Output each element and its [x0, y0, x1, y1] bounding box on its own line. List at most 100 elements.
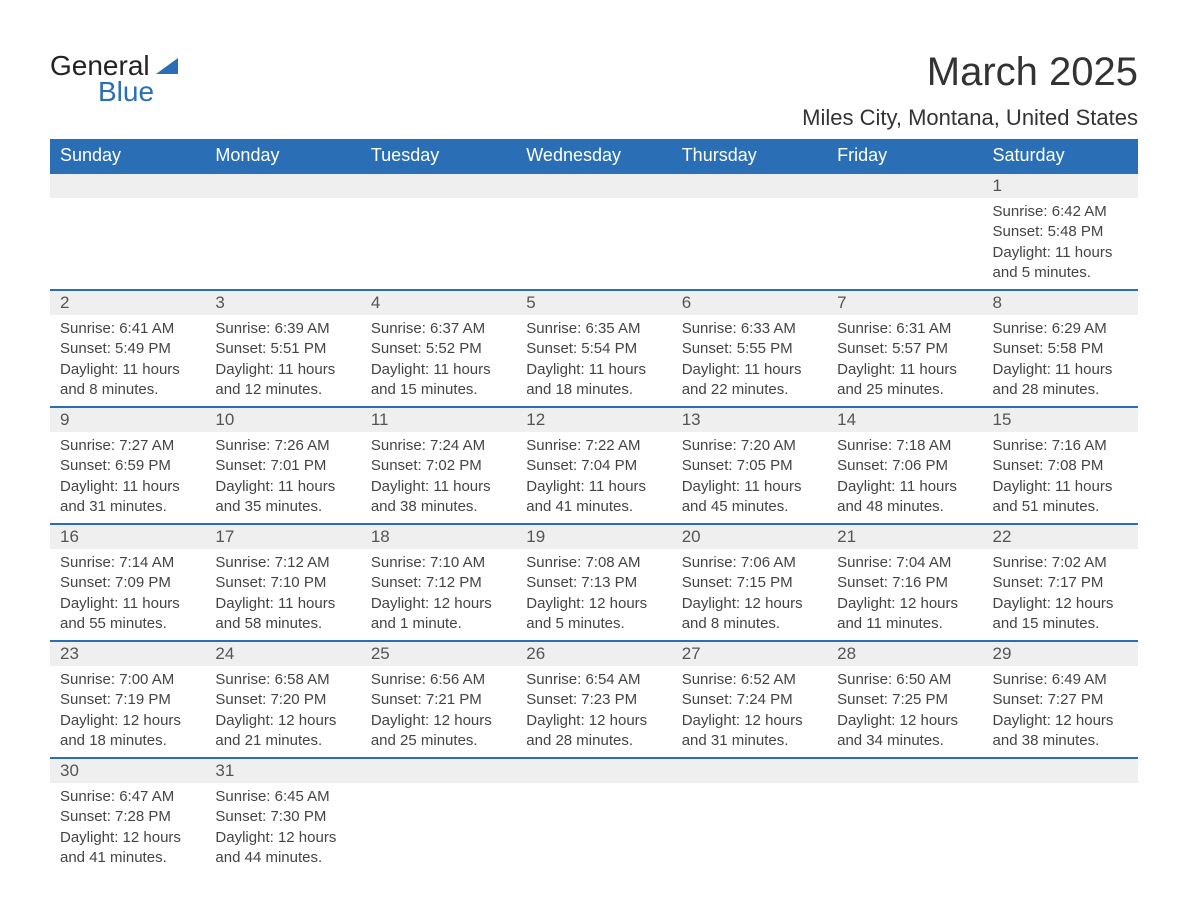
logo: General Blue — [50, 50, 178, 108]
day-number-cell — [50, 173, 205, 198]
day-body-cell: Sunrise: 6:39 AMSunset: 5:51 PMDaylight:… — [205, 315, 360, 407]
daylight-text-2: and 1 minute. — [371, 614, 506, 634]
sunset-text: Sunset: 5:51 PM — [215, 339, 350, 359]
daylight-text-2: and 5 minutes. — [993, 263, 1128, 283]
daylight-text: Daylight: 11 hours — [526, 360, 661, 380]
daylight-text: Daylight: 11 hours — [837, 360, 972, 380]
sunset-text: Sunset: 7:25 PM — [837, 690, 972, 710]
daylight-text: Daylight: 11 hours — [60, 594, 195, 614]
daylight-text-2: and 35 minutes. — [215, 497, 350, 517]
sunrise-text: Sunrise: 6:29 AM — [993, 319, 1128, 339]
daylight-text: Daylight: 11 hours — [993, 360, 1128, 380]
daylight-text: Daylight: 11 hours — [993, 477, 1128, 497]
day-number-cell: 7 — [827, 290, 982, 315]
day-number-cell: 21 — [827, 524, 982, 549]
day-number-cell — [361, 173, 516, 198]
daylight-text-2: and 8 minutes. — [682, 614, 817, 634]
daylight-text: Daylight: 12 hours — [682, 711, 817, 731]
day-number-cell: 10 — [205, 407, 360, 432]
sunset-text: Sunset: 7:02 PM — [371, 456, 506, 476]
sunset-text: Sunset: 7:21 PM — [371, 690, 506, 710]
day-header: Saturday — [983, 139, 1138, 173]
daylight-text-2: and 22 minutes. — [682, 380, 817, 400]
week-body-row: Sunrise: 6:41 AMSunset: 5:49 PMDaylight:… — [50, 315, 1138, 407]
sunrise-text: Sunrise: 6:31 AM — [837, 319, 972, 339]
day-number-cell: 11 — [361, 407, 516, 432]
sunrise-text: Sunrise: 7:12 AM — [215, 553, 350, 573]
daylight-text: Daylight: 11 hours — [215, 477, 350, 497]
logo-text-blue: Blue — [98, 76, 178, 108]
week-body-row: Sunrise: 7:00 AMSunset: 7:19 PMDaylight:… — [50, 666, 1138, 758]
daylight-text-2: and 15 minutes. — [993, 614, 1128, 634]
daylight-text-2: and 11 minutes. — [837, 614, 972, 634]
sunrise-text: Sunrise: 6:39 AM — [215, 319, 350, 339]
day-number-cell — [516, 173, 671, 198]
sunset-text: Sunset: 7:15 PM — [682, 573, 817, 593]
day-number-cell — [516, 758, 671, 783]
day-number-cell: 15 — [983, 407, 1138, 432]
daylight-text: Daylight: 11 hours — [371, 477, 506, 497]
daylight-text: Daylight: 11 hours — [215, 594, 350, 614]
location-subtitle: Miles City, Montana, United States — [802, 105, 1138, 131]
day-number-cell: 28 — [827, 641, 982, 666]
daylight-text: Daylight: 12 hours — [60, 828, 195, 848]
day-body-cell: Sunrise: 6:42 AMSunset: 5:48 PMDaylight:… — [983, 198, 1138, 290]
day-number-cell: 31 — [205, 758, 360, 783]
sunrise-text: Sunrise: 7:20 AM — [682, 436, 817, 456]
day-header: Friday — [827, 139, 982, 173]
sunrise-text: Sunrise: 7:06 AM — [682, 553, 817, 573]
daylight-text-2: and 38 minutes. — [371, 497, 506, 517]
title-block: March 2025 Miles City, Montana, United S… — [802, 50, 1138, 131]
day-number-cell: 24 — [205, 641, 360, 666]
sunset-text: Sunset: 7:10 PM — [215, 573, 350, 593]
sunset-text: Sunset: 7:27 PM — [993, 690, 1128, 710]
daylight-text: Daylight: 11 hours — [60, 477, 195, 497]
day-number-cell: 1 — [983, 173, 1138, 198]
week-body-row: Sunrise: 7:14 AMSunset: 7:09 PMDaylight:… — [50, 549, 1138, 641]
sunset-text: Sunset: 7:17 PM — [993, 573, 1128, 593]
daylight-text: Daylight: 12 hours — [371, 594, 506, 614]
daylight-text-2: and 21 minutes. — [215, 731, 350, 751]
week-number-row: 16171819202122 — [50, 524, 1138, 549]
sunset-text: Sunset: 5:58 PM — [993, 339, 1128, 359]
sunrise-text: Sunrise: 6:50 AM — [837, 670, 972, 690]
day-number-cell: 29 — [983, 641, 1138, 666]
sunrise-text: Sunrise: 7:08 AM — [526, 553, 661, 573]
sunset-text: Sunset: 7:19 PM — [60, 690, 195, 710]
daylight-text-2: and 31 minutes. — [60, 497, 195, 517]
day-body-cell: Sunrise: 7:16 AMSunset: 7:08 PMDaylight:… — [983, 432, 1138, 524]
day-number-cell: 12 — [516, 407, 671, 432]
sunrise-text: Sunrise: 6:45 AM — [215, 787, 350, 807]
day-body-cell: Sunrise: 6:41 AMSunset: 5:49 PMDaylight:… — [50, 315, 205, 407]
week-body-row: Sunrise: 6:47 AMSunset: 7:28 PMDaylight:… — [50, 783, 1138, 874]
day-number-cell: 30 — [50, 758, 205, 783]
sunset-text: Sunset: 7:30 PM — [215, 807, 350, 827]
daylight-text: Daylight: 12 hours — [215, 711, 350, 731]
sunset-text: Sunset: 7:13 PM — [526, 573, 661, 593]
day-body-cell — [361, 783, 516, 874]
sunrise-text: Sunrise: 7:18 AM — [837, 436, 972, 456]
day-body-cell: Sunrise: 7:10 AMSunset: 7:12 PMDaylight:… — [361, 549, 516, 641]
day-number-cell — [672, 173, 827, 198]
day-body-cell: Sunrise: 7:24 AMSunset: 7:02 PMDaylight:… — [361, 432, 516, 524]
day-number-cell: 20 — [672, 524, 827, 549]
sunset-text: Sunset: 7:01 PM — [215, 456, 350, 476]
day-body-cell — [361, 198, 516, 290]
daylight-text-2: and 31 minutes. — [682, 731, 817, 751]
daylight-text: Daylight: 12 hours — [993, 711, 1128, 731]
day-body-cell: Sunrise: 6:50 AMSunset: 7:25 PMDaylight:… — [827, 666, 982, 758]
week-number-row: 1 — [50, 173, 1138, 198]
daylight-text-2: and 18 minutes. — [60, 731, 195, 751]
daylight-text-2: and 28 minutes. — [526, 731, 661, 751]
day-body-cell — [983, 783, 1138, 874]
day-number-cell: 8 — [983, 290, 1138, 315]
sunrise-text: Sunrise: 6:54 AM — [526, 670, 661, 690]
day-number-cell — [827, 758, 982, 783]
week-number-row: 2345678 — [50, 290, 1138, 315]
day-number-cell — [672, 758, 827, 783]
daylight-text: Daylight: 12 hours — [526, 711, 661, 731]
sunrise-text: Sunrise: 7:04 AM — [837, 553, 972, 573]
day-body-cell: Sunrise: 7:08 AMSunset: 7:13 PMDaylight:… — [516, 549, 671, 641]
day-number-cell: 27 — [672, 641, 827, 666]
sunrise-text: Sunrise: 7:27 AM — [60, 436, 195, 456]
